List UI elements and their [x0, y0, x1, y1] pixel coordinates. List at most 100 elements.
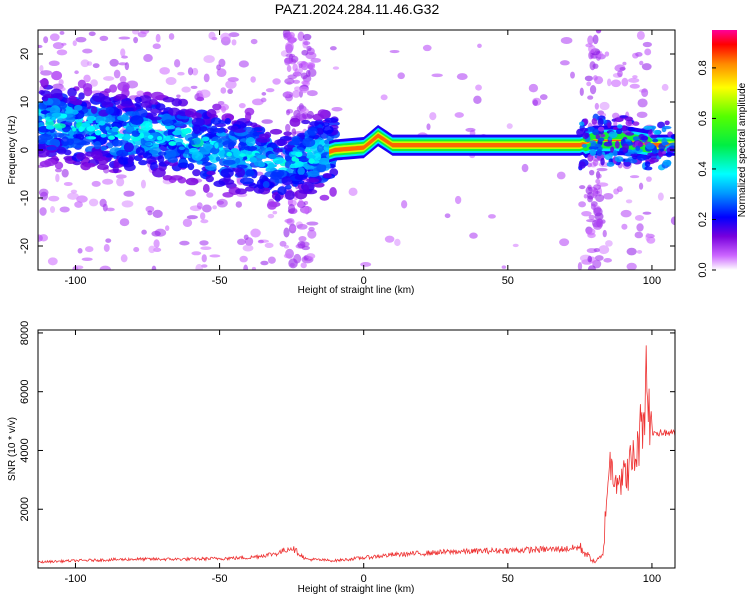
spectrogram-blob: [66, 138, 74, 146]
spectrogram-peak: [235, 157, 241, 164]
spectrogram-blob: [597, 137, 605, 142]
spectrogram-blob: [220, 168, 234, 178]
spectrogram-blob: [173, 122, 185, 127]
spectrogram-blob: [117, 115, 130, 121]
spectrogram-blob: [659, 148, 665, 152]
spectrogram-speckle: [238, 60, 249, 68]
spectrogram-speckle: [88, 198, 99, 207]
spectrogram-speckle: [121, 200, 134, 208]
spectrogram-speckle: [99, 198, 107, 208]
spectrogram-peak: [112, 131, 119, 135]
spectrogram-blob: [163, 149, 177, 159]
spectrogram-speckle: [148, 245, 156, 254]
spectrogram-speckle: [143, 54, 153, 63]
spectrogram-speckle: [284, 57, 291, 66]
spectrogram-speckle: [394, 238, 401, 247]
spectrogram-blob: [600, 133, 606, 138]
spectrogram-peak: [201, 136, 210, 142]
spectrogram-speckle: [220, 32, 231, 42]
spectrogram-y-tick-label: 10: [19, 96, 31, 108]
spectrogram-speckle: [635, 52, 643, 57]
spectrogram-speckle: [587, 255, 593, 263]
spectrogram-blob: [122, 107, 135, 112]
spectrogram-speckle: [603, 258, 612, 263]
spectrogram-blob: [105, 106, 115, 115]
spectrogram-blob: [635, 145, 641, 151]
spectrogram-peak: [124, 134, 131, 140]
spectrogram-blob: [644, 161, 651, 168]
spectrogram-speckle: [218, 58, 226, 68]
spectrogram-speckle: [384, 235, 395, 243]
spectrogram-peak: [105, 126, 110, 131]
spectrogram-blob: [198, 126, 208, 132]
spectrogram-blob: [579, 121, 585, 126]
spectrogram-blob: [316, 127, 325, 135]
spectrogram-speckle: [594, 102, 599, 110]
spectrogram-speckle: [610, 79, 622, 88]
spectrogram-speckle: [238, 102, 246, 109]
spectrogram-speckle: [636, 30, 645, 40]
spectrogram-blob: [608, 131, 618, 139]
snr-x-label: Height of straight line (km): [298, 584, 415, 595]
spectrogram-speckle: [556, 171, 566, 180]
spectrogram-speckle: [102, 178, 114, 185]
spectrogram-speckle: [48, 195, 60, 202]
spectrogram-blob: [607, 122, 612, 128]
spectrogram-y-tick-label: -10: [19, 190, 31, 206]
spectrogram-speckle: [182, 218, 193, 228]
spectrogram-blob: [120, 100, 134, 107]
colorbar-gradient: [712, 30, 737, 270]
spectrogram-speckle: [220, 87, 227, 94]
spectrogram-speckle: [306, 110, 314, 119]
spectrogram-speckle: [199, 240, 209, 246]
spectrogram-blob: [116, 149, 129, 157]
spectrogram-blob: [614, 156, 624, 163]
spectrogram-y-tick-label: 20: [19, 48, 31, 60]
spectrogram-tone-band: [329, 133, 675, 155]
spectrogram-speckle: [661, 83, 669, 91]
spectrogram-speckle: [116, 177, 125, 187]
spectrogram-blob: [256, 137, 271, 143]
spectrogram-peak: [94, 129, 102, 136]
spectrogram-speckle: [73, 265, 84, 270]
spectrogram-blob: [205, 175, 214, 183]
snr-series-line: [38, 345, 675, 564]
spectrogram-blob: [142, 152, 153, 159]
spectrogram-speckle: [596, 30, 602, 33]
spectrogram-blob: [256, 179, 266, 189]
spectrogram-blob: [53, 123, 66, 129]
spectrogram-blob: [643, 125, 653, 130]
colorbar: 0.0 0.2 0.4 0.6 0.8 Normalized spectral ampl…: [697, 30, 748, 278]
spectrogram-blob: [210, 125, 218, 135]
spectrogram-speckle: [444, 213, 451, 219]
spectrogram-blob: [74, 104, 83, 111]
spectrogram-speckle: [473, 95, 482, 104]
spectrogram-speckle: [306, 90, 318, 97]
spectrogram-blob: [597, 118, 604, 126]
colorbar-tick-label: 0.2: [697, 212, 709, 227]
spectrogram-blob: [307, 127, 318, 136]
spectrogram-blob: [90, 106, 98, 114]
spectrogram-speckle: [641, 63, 652, 71]
spectrogram-peak: [59, 113, 68, 119]
spectrogram-speckle: [296, 223, 308, 230]
spectrogram-speckle: [225, 80, 237, 89]
spectrogram-speckle: [292, 90, 301, 98]
spectrogram-speckle: [242, 244, 254, 252]
spectrogram-blob: [56, 146, 67, 155]
spectrogram-blob: [67, 87, 77, 98]
spectrogram-speckle: [286, 31, 292, 41]
spectrogram-blob: [130, 115, 144, 126]
spectrogram-speckle: [578, 201, 586, 208]
spectrogram-blob: [665, 151, 673, 158]
spectrogram-blob: [99, 95, 112, 106]
spectrogram-speckle: [80, 59, 90, 68]
spectrogram-speckle: [657, 192, 664, 201]
spectrogram-speckle: [644, 48, 652, 56]
spectrogram-speckle: [599, 101, 610, 111]
spectrogram-speckle: [118, 62, 128, 66]
spectrogram-speckle: [59, 30, 65, 35]
spectrogram-speckle: [191, 251, 202, 256]
spectrogram-x-tick-label: -50: [212, 275, 228, 287]
